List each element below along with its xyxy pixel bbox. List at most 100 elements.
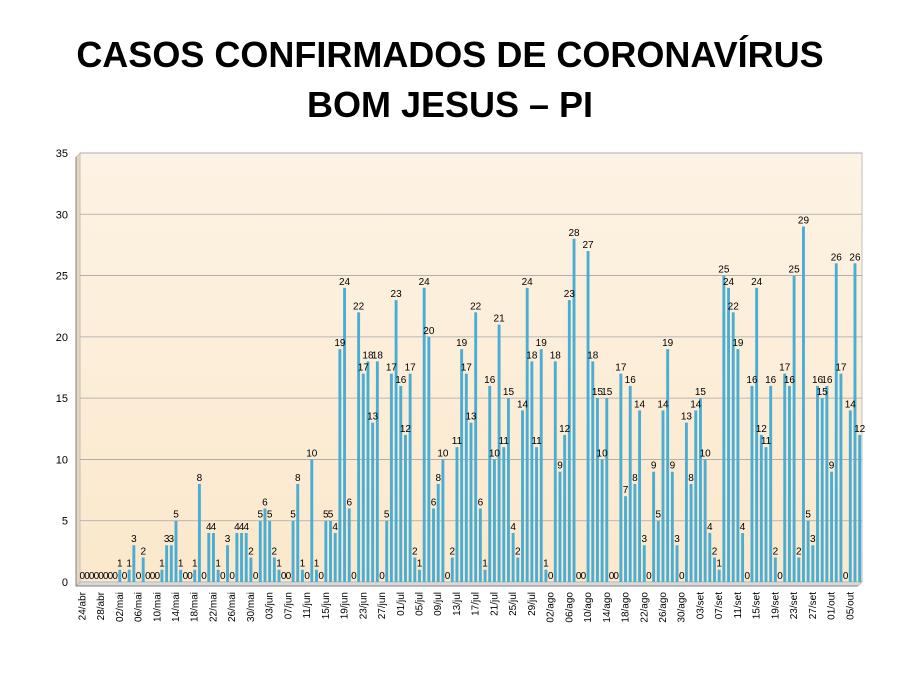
bar: [277, 569, 281, 582]
data-label: 20: [423, 326, 435, 337]
bar: [179, 569, 183, 582]
data-label: 19: [536, 338, 548, 349]
x-tick-label: 26/ago: [658, 592, 669, 623]
data-label: 5: [267, 510, 273, 521]
data-label: 27: [583, 240, 595, 251]
data-label: 3: [169, 534, 175, 545]
data-label: 0: [154, 571, 160, 582]
x-tick-label: 19/set: [770, 592, 781, 619]
x-tick-label: 07/jun: [283, 592, 294, 619]
bar: [272, 557, 276, 582]
x-tick-label: 07/set: [714, 592, 725, 619]
bar: [347, 508, 351, 582]
data-label: 16: [395, 375, 407, 386]
data-label: 0: [253, 571, 259, 582]
x-tick-label: 02/ago: [546, 592, 557, 623]
data-label: 5: [323, 510, 329, 521]
x-tick-label: 23/set: [789, 592, 800, 619]
data-label: 6: [431, 497, 437, 508]
bar: [408, 373, 412, 582]
data-label: 4: [707, 522, 713, 533]
bar: [553, 361, 557, 582]
bar: [207, 532, 211, 582]
x-tick-label: 05/jul: [414, 592, 425, 616]
data-label: 16: [821, 375, 833, 386]
bar: [572, 238, 576, 583]
data-label: 0: [281, 571, 287, 582]
data-label: 0: [646, 571, 652, 582]
data-label: 11: [761, 436, 772, 447]
data-label: 11: [531, 436, 542, 447]
data-label: 0: [777, 571, 783, 582]
data-label: 8: [197, 473, 203, 484]
bar: [684, 422, 688, 582]
data-label: 2: [712, 546, 718, 557]
bar: [633, 483, 637, 582]
bar: [507, 398, 510, 582]
data-label: 18: [550, 350, 562, 361]
data-label: 14: [657, 399, 669, 410]
bar: [324, 520, 328, 582]
data-label: 0: [220, 571, 226, 582]
bar: [675, 545, 679, 582]
data-label: 5: [805, 510, 811, 521]
data-label: 29: [798, 216, 810, 227]
bar: [783, 373, 787, 582]
bar: [132, 545, 136, 582]
data-label: 22: [353, 301, 365, 312]
data-label: 16: [765, 375, 777, 386]
bar: [830, 471, 834, 582]
bar: [694, 410, 698, 582]
data-label: 16: [812, 375, 824, 386]
data-label: 0: [187, 571, 193, 582]
bar: [492, 459, 496, 582]
x-tick-label: 03/jun: [265, 592, 276, 619]
x-tick-label: 22/mai: [208, 592, 219, 622]
data-label: 12: [756, 424, 768, 435]
data-label: 0: [122, 571, 128, 582]
data-label: 0: [318, 571, 324, 582]
bar: [755, 287, 759, 582]
data-label: 16: [746, 375, 758, 386]
x-tick-label: 17/jul: [471, 592, 482, 616]
y-tick-label: 15: [56, 393, 68, 405]
bar: [811, 545, 815, 582]
bar: [708, 532, 712, 582]
bar: [591, 361, 595, 582]
data-label: 0: [80, 571, 86, 582]
bar: [642, 545, 646, 582]
data-label: 1: [543, 559, 549, 570]
data-label: 0: [103, 571, 109, 582]
x-tick-label: 15/set: [752, 592, 763, 619]
data-label: 4: [234, 522, 240, 533]
data-label: 2: [412, 546, 418, 557]
data-label: 0: [379, 571, 385, 582]
bar: [361, 373, 365, 582]
bar: [769, 385, 773, 582]
y-tick-label: 5: [62, 516, 68, 528]
data-label: 0: [136, 571, 142, 582]
data-label: 2: [796, 546, 802, 557]
bar: [797, 557, 801, 582]
x-tick-label: 18/mai: [190, 592, 201, 622]
data-label: 16: [625, 375, 637, 386]
data-label: 8: [295, 473, 301, 484]
x-tick-label: 03/set: [695, 592, 706, 619]
bar: [333, 532, 337, 582]
bar: [666, 349, 670, 582]
data-label: 17: [461, 363, 473, 374]
data-label: 25: [789, 265, 801, 276]
data-label: 14: [690, 399, 702, 410]
data-label: 5: [290, 510, 296, 521]
data-label: 3: [674, 534, 680, 545]
data-label: 1: [192, 559, 198, 570]
data-label: 19: [334, 338, 346, 349]
bar: [670, 471, 674, 582]
bar: [212, 532, 215, 582]
bar: [839, 373, 843, 582]
bar: [848, 410, 852, 582]
x-tick-label: 30/ago: [677, 592, 688, 623]
bar: [300, 569, 304, 582]
bars: [118, 226, 862, 583]
